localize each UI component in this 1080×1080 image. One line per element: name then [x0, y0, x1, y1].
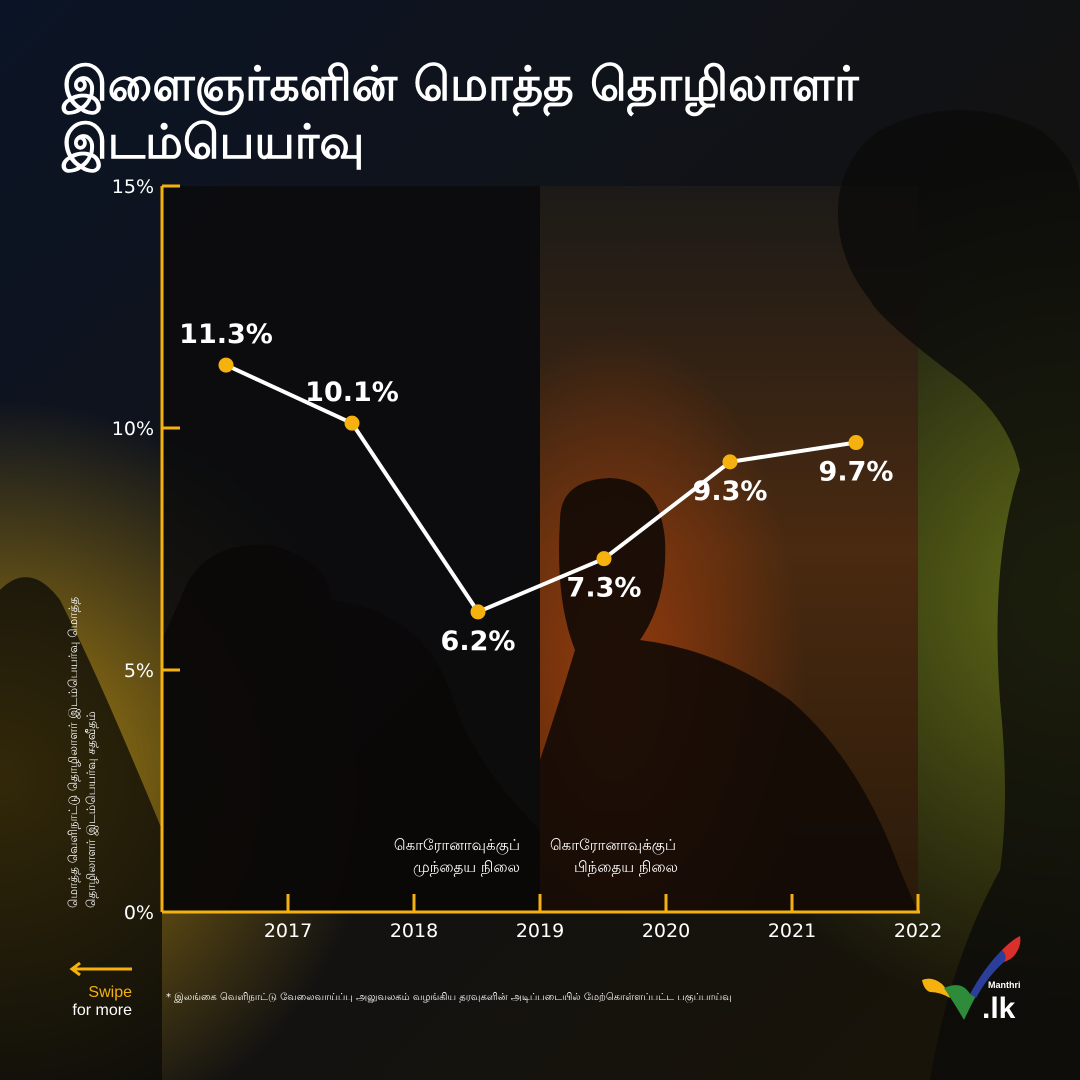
x-tick-label: 2021: [768, 920, 816, 942]
x-tick-label: 2017: [264, 920, 312, 942]
period-label-post-line: பிந்தைய நிலை: [574, 858, 678, 876]
y-axis-label: மொத்த வெளிநாட்டு தொழிலாளர் இடம்பெயர்வு ம…: [64, 528, 100, 908]
period-label-pre-line: முந்தைய நிலை: [413, 858, 520, 876]
period-label-pre: கொரோனாவுக்குப் முந்தைய நிலை: [394, 836, 520, 876]
y-tick-label: 10%: [112, 418, 154, 440]
data-point: [218, 357, 234, 373]
period-labels: கொரோனாவுக்குப் முந்தைய நிலைகொரோனாவுக்குப்…: [394, 836, 678, 876]
series-line: [225, 363, 857, 614]
chart-series: 11.3% 10.1% 6.2% 7.3% 9.3% 9.7%: [179, 319, 893, 657]
arrow-left-icon: [69, 962, 132, 976]
data-point: [722, 454, 738, 470]
data-label: 7.3%: [567, 573, 642, 604]
chart-title-line-1: இளைஞர்களின் மொத்த தொழிலாளர்: [62, 57, 859, 112]
x-tick-label: 2018: [390, 920, 438, 942]
y-tick-label: 5%: [124, 660, 154, 682]
footnote: * இலங்கை வெளிநாட்டு வேலைவாய்ப்பு அலுவலகம…: [166, 992, 732, 1003]
data-label: 10.1%: [305, 377, 399, 408]
period-label-post: கொரோனாவுக்குப் பிந்தைய நிலை: [550, 836, 678, 876]
swipe-sublabel: for more: [72, 1002, 132, 1019]
data-point: [344, 415, 360, 431]
data-label: 9.7%: [819, 457, 894, 488]
logo-brand: Manthri: [988, 980, 1021, 990]
period-label-post-line: கொரோனாவுக்குப்: [550, 836, 676, 855]
y-axis-label-line-2: தொழிலாளர் இடம்பெயர்வு சதவீதம்: [84, 711, 98, 908]
y-axis-label-line-1: மொத்த வெளிநாட்டு தொழிலாளர் இடம்பெயர்வு ம…: [66, 596, 80, 908]
period-label-pre-line: கொரோனாவுக்குப்: [394, 836, 520, 855]
data-point: [848, 435, 864, 451]
y-tick-label: 15%: [112, 176, 154, 198]
logo-suffix: .lk: [982, 992, 1016, 1024]
chart-title-line-2: இடம்பெயர்வு: [62, 115, 365, 170]
data-point: [470, 604, 486, 620]
chart-title: இளைஞர்களின் மொத்த தொழிலாளர் இடம்பெயர்வு: [62, 56, 1022, 172]
x-tick-label: 2019: [516, 920, 564, 942]
data-label: 6.2%: [441, 626, 516, 657]
data-point: [596, 551, 612, 567]
data-label: 9.3%: [693, 476, 768, 507]
swipe-label: Swipe: [88, 984, 132, 1001]
manthri-lk-logo: Manthri .lk: [922, 936, 1021, 1024]
x-tick-label: 2022: [894, 920, 942, 942]
y-tick-label: 0%: [124, 902, 154, 924]
x-tick-label: 2020: [642, 920, 690, 942]
chart-axes: 0% 5% 10% 15% 2017 2018 2019 2020 2021 2022: [112, 176, 942, 942]
data-label: 11.3%: [179, 319, 273, 350]
